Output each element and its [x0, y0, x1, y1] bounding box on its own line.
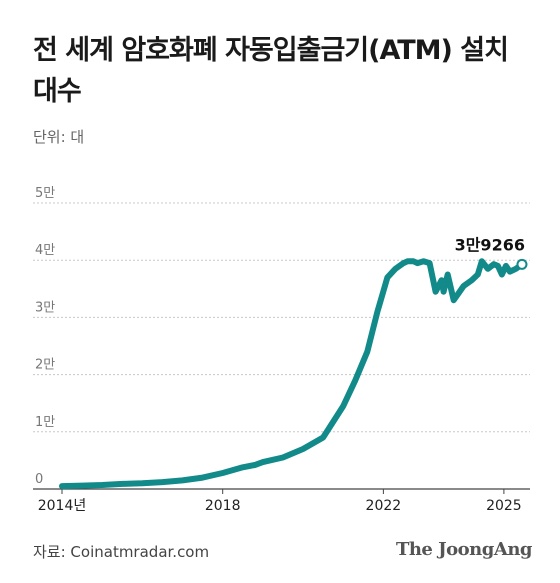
unit-label: 단위: 대: [33, 128, 85, 146]
series-group: [59, 258, 525, 490]
chart-title: 전 세계 암호화폐 자동입출금기(ATM) 설치 대수: [33, 35, 509, 107]
annotations: 3만9266: [455, 235, 528, 270]
x-tick-label-0: 2014년: [38, 498, 87, 514]
endpoint-label: 3만9266: [455, 235, 525, 254]
gridlines: [33, 202, 530, 490]
series-line-0: [59, 258, 525, 490]
x-tick-label-3: 2025: [486, 498, 522, 514]
y-tick-label-4: 4만: [35, 243, 55, 258]
y-tick-label-3: 3만: [35, 300, 55, 315]
y-tick-label-5: 5만: [35, 186, 55, 201]
endpoint-marker: [516, 258, 528, 270]
y-axis-ticks: 0 1만 2만 3만 4만 5만: [35, 186, 55, 487]
brand-logo: The JoongAng: [395, 539, 533, 560]
x-axis-ticks: 2014년 2018 2022 2025: [38, 489, 522, 514]
y-tick-label-0: 0: [35, 472, 43, 487]
y-tick-label-1: 1만: [35, 415, 55, 430]
x-tick-label-1: 2018: [205, 498, 241, 514]
x-tick-label-2: 2022: [366, 498, 402, 514]
source-note: 자료: Coinatmradar.com: [33, 543, 210, 561]
y-tick-label-2: 2만: [35, 358, 55, 373]
